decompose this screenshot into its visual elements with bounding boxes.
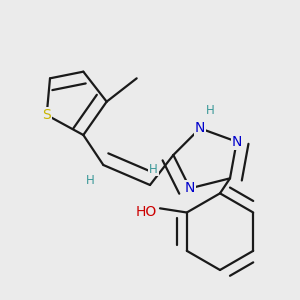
Text: H: H — [149, 163, 158, 176]
Text: HO: HO — [136, 205, 157, 219]
Text: N: N — [195, 121, 205, 135]
Text: N: N — [185, 181, 195, 195]
Text: H: H — [206, 103, 214, 116]
Text: N: N — [232, 135, 242, 149]
Text: H: H — [85, 173, 94, 187]
Text: S: S — [42, 108, 51, 122]
